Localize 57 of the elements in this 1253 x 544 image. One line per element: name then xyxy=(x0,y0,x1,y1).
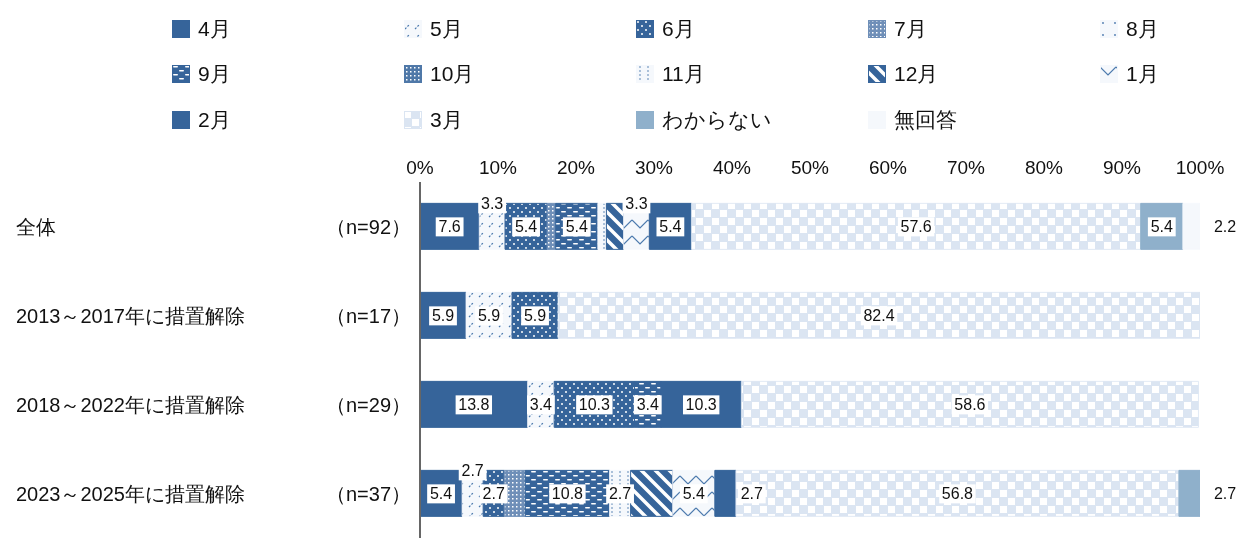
data-label: 3.3 xyxy=(481,195,504,213)
data-label: 2.7 xyxy=(740,485,764,503)
data-label: 5.4 xyxy=(1150,218,1173,236)
data-label: 5.9 xyxy=(477,307,501,325)
legend-label: 7月 xyxy=(894,16,927,42)
x-tick-label: 30% xyxy=(634,157,674,178)
data-label: 10.3 xyxy=(578,396,610,414)
legend-label: 11月 xyxy=(662,61,705,88)
x-tick-label: 50% xyxy=(790,157,830,178)
legend-label: 12月 xyxy=(894,61,939,88)
data-label: 3.4 xyxy=(529,396,553,414)
x-tick-label: 90% xyxy=(1102,157,1142,178)
data-label: 5.4 xyxy=(565,218,588,236)
x-tick-label: 20% xyxy=(556,157,596,178)
legend-label: 1月 xyxy=(1126,61,1159,88)
data-label: 10.3 xyxy=(685,396,717,414)
data-label: 3.4 xyxy=(636,396,659,414)
data-label: 5.4 xyxy=(514,218,538,236)
x-tick-label: 80% xyxy=(1024,157,1064,178)
x-tick-label: 100% xyxy=(1175,157,1225,178)
x-tick-label: 0% xyxy=(406,157,434,178)
legend-label: 2月 xyxy=(198,106,231,133)
legend-label: 10月 xyxy=(430,61,475,88)
x-tick-label: 40% xyxy=(712,157,752,178)
data-label: 2.2 xyxy=(1213,218,1237,236)
data-label: 13.8 xyxy=(458,396,490,414)
x-tick-label: 60% xyxy=(868,157,908,178)
data-label: 5.4 xyxy=(659,218,682,236)
category-label: 2023～2025年に措置解除（n=37） xyxy=(16,482,412,505)
data-label: 5.9 xyxy=(431,307,455,325)
legend-label: 4月 xyxy=(198,16,231,42)
data-label: 5.9 xyxy=(523,307,547,325)
data-label: 3.3 xyxy=(625,195,648,213)
legend-label: 無回答 xyxy=(894,106,957,133)
data-label: 10.8 xyxy=(551,485,584,503)
category-label: 2013～2017年に措置解除（n=17） xyxy=(16,304,412,327)
data-label: 5.4 xyxy=(429,485,453,503)
data-label: 2.7 xyxy=(1213,485,1237,503)
legend-label: わからない xyxy=(662,106,772,133)
legend-label: 6月 xyxy=(662,16,695,42)
legend-label: 5月 xyxy=(430,16,463,42)
data-label: 57.6 xyxy=(900,218,932,236)
data-label: 2.7 xyxy=(608,485,632,503)
data-label: 58.6 xyxy=(954,396,986,414)
x-tick-label: 70% xyxy=(946,157,986,178)
data-label: 82.4 xyxy=(863,307,895,325)
legend-label: 8月 xyxy=(1126,16,1159,42)
data-label: 5.4 xyxy=(682,485,705,503)
legend-label: 9月 xyxy=(198,61,231,88)
legend-label: 3月 xyxy=(430,106,463,133)
data-label: 7.6 xyxy=(438,218,461,236)
category-label: 2018～2022年に措置解除（n=29） xyxy=(16,393,412,416)
category-label: 全体（n=92） xyxy=(16,215,412,238)
data-label: 2.7 xyxy=(461,462,484,480)
data-label: 2.7 xyxy=(482,485,505,503)
x-tick-label: 10% xyxy=(478,157,518,178)
data-label: 56.8 xyxy=(941,485,974,503)
